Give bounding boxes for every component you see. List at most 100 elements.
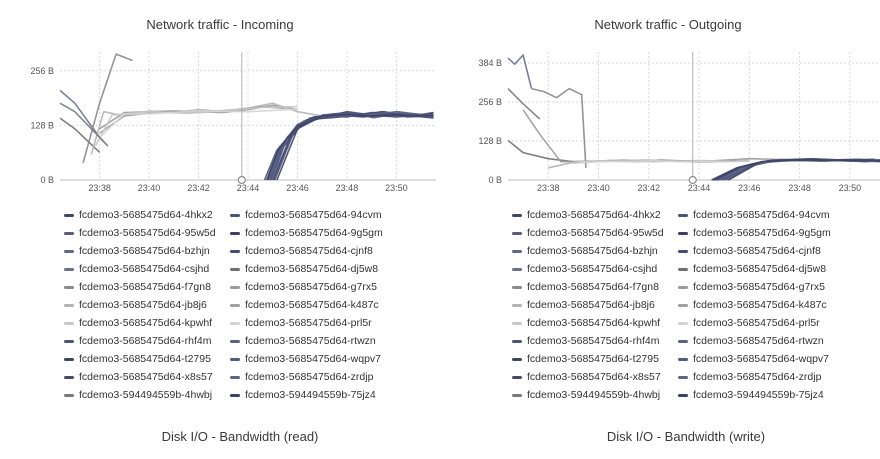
legend-item[interactable]: fcdemo3-5685475d64-rtwzn xyxy=(230,332,430,350)
legend-item[interactable]: fcdemo3-5685475d64-f7gn8 xyxy=(512,278,678,296)
legend-swatch xyxy=(64,321,74,325)
series-line-fcdemo3-5685475d64-prl5r[interactable] xyxy=(99,108,298,138)
legend-item[interactable]: fcdemo3-5685475d64-prl5r xyxy=(230,314,430,332)
series-line-fcdemo3-5685475d64-4hkx2[interactable] xyxy=(267,113,434,181)
legend-label: fcdemo3-5685475d64-4hkx2 xyxy=(79,209,213,221)
series-line-fcdemo3-594494559b-4hwbj[interactable] xyxy=(507,88,541,120)
legend-label: fcdemo3-5685475d64-rhf4m xyxy=(527,335,660,347)
y-tick-label: 128 B xyxy=(478,136,502,146)
legend-swatch xyxy=(230,321,240,325)
hover-cursor-handle[interactable] xyxy=(688,175,697,185)
legend-item[interactable]: fcdemo3-5685475d64-g7rx5 xyxy=(678,278,878,296)
legend-item[interactable]: fcdemo3-5685475d64-zrdjp xyxy=(678,368,878,386)
legend-item[interactable]: fcdemo3-5685475d64-94cvm xyxy=(678,206,878,224)
series-line-fcdemo3-5685475d64-f7gn8[interactable] xyxy=(531,87,587,168)
legend-label: fcdemo3-5685475d64-zrdjp xyxy=(245,371,374,383)
series-line-fcdemo3-5685475d64-bzhjn[interactable] xyxy=(265,112,434,181)
legend-item[interactable]: fcdemo3-5685475d64-csjhd xyxy=(64,260,230,278)
legend-label: fcdemo3-5685475d64-prl5r xyxy=(693,317,820,329)
legend-swatch xyxy=(512,339,522,343)
legend-item[interactable]: fcdemo3-5685475d64-kpwhf xyxy=(512,314,678,332)
legend-item[interactable]: fcdemo3-5685475d64-cjnf8 xyxy=(678,242,878,260)
incoming-traffic-panel: Network traffic - Incoming 23:38 23:40 23:… xyxy=(0,17,440,401)
series-line-fcdemo3-5685475d64-prl5r[interactable] xyxy=(577,159,729,164)
legend-item[interactable]: fcdemo3-5685475d64-zrdjp xyxy=(230,368,430,386)
series-line-fcdemo3-5685475d64-dj5w8[interactable] xyxy=(59,117,101,153)
legend-item[interactable]: fcdemo3-5685475d64-4hkx2 xyxy=(512,206,678,224)
x-tick-label: 23:38 xyxy=(537,183,560,192)
legend-label: fcdemo3-5685475d64-bzhjn xyxy=(527,245,658,257)
legend-item[interactable]: fcdemo3-5685475d64-9g5gm xyxy=(678,224,878,242)
legend-swatch xyxy=(512,267,522,271)
legend-item[interactable]: fcdemo3-5685475d64-k487c xyxy=(678,296,878,314)
legend-item[interactable]: fcdemo3-5685475d64-4hkx2 xyxy=(64,206,230,224)
series-line-fcdemo3-5685475d64-95w5d[interactable] xyxy=(267,110,434,181)
series-line-fcdemo3-594494559b-4hwbj[interactable] xyxy=(59,102,105,143)
legend-item[interactable]: fcdemo3-594494559b-4hwbj xyxy=(64,386,230,404)
legend-item[interactable]: fcdemo3-5685475d64-bzhjn xyxy=(64,242,230,260)
legend-item[interactable]: fcdemo3-5685475d64-jb8j6 xyxy=(64,296,230,314)
legend-swatch xyxy=(230,285,240,289)
series-line-fcdemo3-594494559b-75jz4[interactable] xyxy=(266,113,434,181)
legend-item[interactable]: fcdemo3-594494559b-75jz4 xyxy=(678,386,878,404)
series-line-fcdemo3-5685475d64-kpwhf[interactable] xyxy=(94,105,298,147)
legend-swatch xyxy=(512,357,522,361)
series-line-fcdemo3-5685475d64-g7rx5[interactable] xyxy=(522,109,880,163)
legend-item[interactable]: fcdemo3-5685475d64-bzhjn xyxy=(512,242,678,260)
legend-label: fcdemo3-5685475d64-g7rx5 xyxy=(245,281,377,293)
series-line-fcdemo3-5685475d64-rtwzn[interactable] xyxy=(271,111,434,181)
legend-label: fcdemo3-5685475d64-bzhjn xyxy=(79,245,210,257)
series-line-fcdemo3-594494559b-75jz4[interactable] xyxy=(712,158,880,181)
legend-item[interactable]: fcdemo3-5685475d64-rhf4m xyxy=(64,332,230,350)
series-line-fcdemo3-5685475d64-csjhd[interactable] xyxy=(507,54,533,89)
series-line-fcdemo3-5685475d64-rhf4m[interactable] xyxy=(274,110,434,181)
series-line-fcdemo3-5685475d64-cjnf8[interactable] xyxy=(271,111,434,181)
incoming-traffic-chart[interactable]: 23:38 23:40 23:42 23:44 23:46 23:48 23:50 0 B 12… xyxy=(0,40,440,192)
legend-item[interactable]: fcdemo3-5685475d64-cjnf8 xyxy=(230,242,430,260)
legend-item[interactable]: fcdemo3-5685475d64-t2795 xyxy=(64,350,230,368)
legend-item[interactable]: fcdemo3-5685475d64-rhf4m xyxy=(512,332,678,350)
legend-label: fcdemo3-5685475d64-94cvm xyxy=(245,209,382,221)
legend-item[interactable]: fcdemo3-594494559b-4hwbj xyxy=(512,386,678,404)
legend-item[interactable]: fcdemo3-5685475d64-x8s57 xyxy=(512,368,678,386)
series-line-fcdemo3-5685475d64-9g5gm[interactable] xyxy=(269,110,434,181)
hover-cursor-handle[interactable] xyxy=(237,175,246,185)
legend-item[interactable]: fcdemo3-5685475d64-94cvm xyxy=(230,206,430,224)
series-line-fcdemo3-5685475d64-zrdjp[interactable] xyxy=(267,110,434,181)
outgoing-traffic-chart[interactable]: 23:38 23:40 23:42 23:44 23:46 23:48 23:50 0 B 12… xyxy=(448,40,880,192)
legend-item[interactable]: fcdemo3-5685475d64-jb8j6 xyxy=(512,296,678,314)
legend-item[interactable]: fcdemo3-5685475d64-k487c xyxy=(230,296,430,314)
legend-item[interactable]: fcdemo3-5685475d64-dj5w8 xyxy=(230,260,430,278)
legend-item[interactable]: fcdemo3-5685475d64-prl5r xyxy=(678,314,878,332)
legend-item[interactable]: fcdemo3-5685475d64-wqpv7 xyxy=(678,350,878,368)
series-line-fcdemo3-5685475d64-t2795[interactable] xyxy=(728,158,880,181)
series-line-fcdemo3-5685475d64-f7gn8[interactable] xyxy=(82,53,133,164)
legend-label: fcdemo3-5685475d64-jb8j6 xyxy=(79,299,207,311)
legend-item[interactable]: fcdemo3-5685475d64-g7rx5 xyxy=(230,278,430,296)
legend-swatch xyxy=(512,321,522,325)
legend-item[interactable]: fcdemo3-5685475d64-kpwhf xyxy=(64,314,230,332)
legend-label: fcdemo3-5685475d64-csjhd xyxy=(527,263,658,275)
legend-swatch xyxy=(230,303,240,307)
legend-item[interactable]: fcdemo3-5685475d64-f7gn8 xyxy=(64,278,230,296)
legend-item[interactable]: fcdemo3-5685475d64-t2795 xyxy=(512,350,678,368)
legend-swatch xyxy=(64,249,74,253)
x-tick-label: 23:42 xyxy=(637,183,660,192)
series-line-fcdemo3-5685475d64-dj5w8[interactable] xyxy=(507,139,574,163)
legend-swatch xyxy=(230,267,240,271)
legend-item[interactable]: fcdemo3-5685475d64-wqpv7 xyxy=(230,350,430,368)
legend-item[interactable]: fcdemo3-5685475d64-dj5w8 xyxy=(678,260,878,278)
legend-item[interactable]: fcdemo3-5685475d64-9g5gm xyxy=(230,224,430,242)
legend-swatch xyxy=(512,303,522,307)
legend-item[interactable]: fcdemo3-5685475d64-95w5d xyxy=(64,224,230,242)
legend-item[interactable]: fcdemo3-594494559b-75jz4 xyxy=(230,386,430,404)
legend-item[interactable]: fcdemo3-5685475d64-csjhd xyxy=(512,260,678,278)
legend-item[interactable]: fcdemo3-5685475d64-95w5d xyxy=(512,224,678,242)
incoming-legend: fcdemo3-5685475d64-4hkx2 fcdemo3-5685475d… xyxy=(64,206,444,404)
legend-swatch xyxy=(64,213,74,217)
legend-label: fcdemo3-5685475d64-9g5gm xyxy=(693,227,831,239)
series-line-fcdemo3-5685475d64-wqpv7[interactable] xyxy=(268,111,434,181)
legend-item[interactable]: fcdemo3-5685475d64-x8s57 xyxy=(64,368,230,386)
legend-item[interactable]: fcdemo3-5685475d64-rtwzn xyxy=(678,332,878,350)
legend-label: fcdemo3-5685475d64-jb8j6 xyxy=(527,299,655,311)
